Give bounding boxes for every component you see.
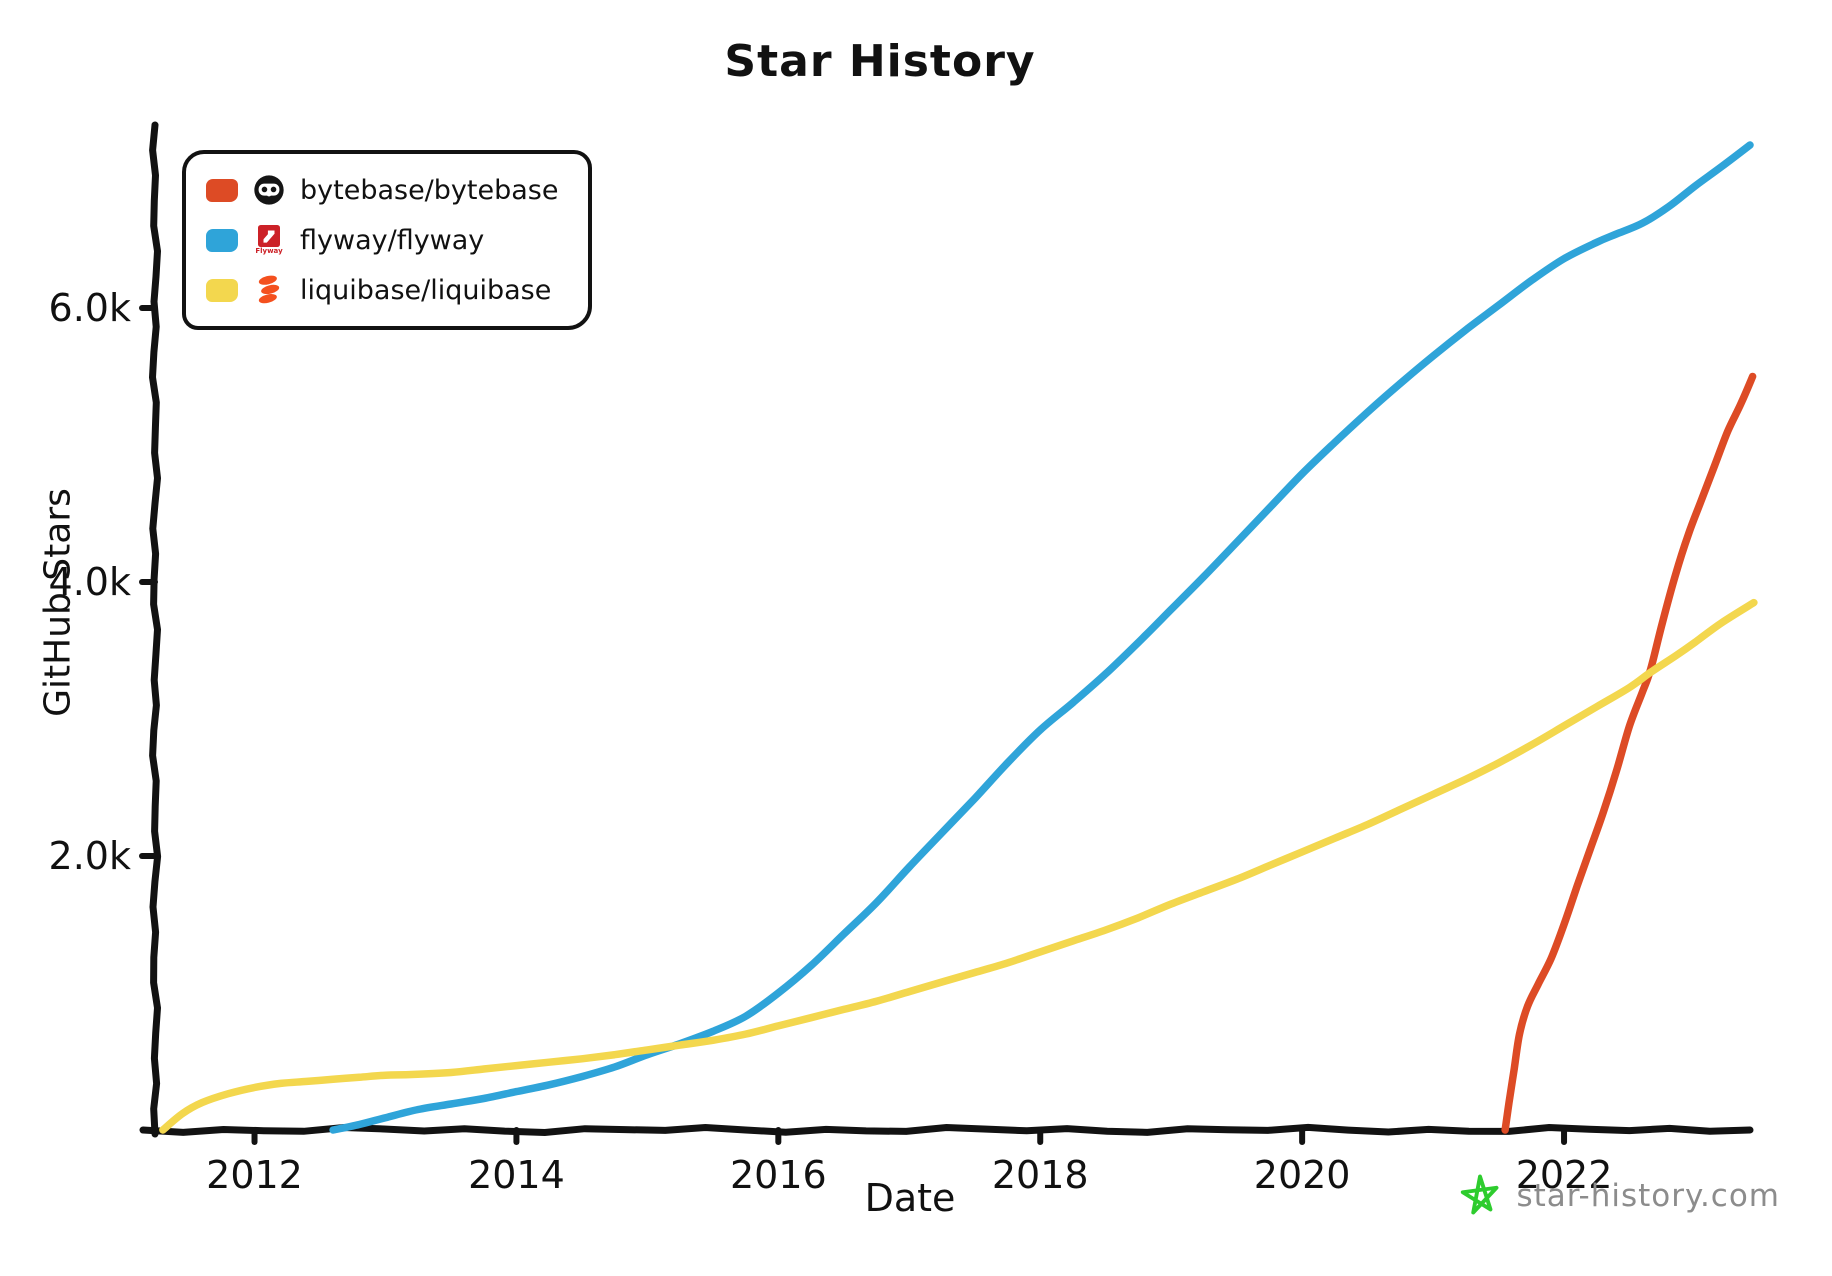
y-axis-title: GitHub Stars: [37, 488, 79, 717]
flyway-logo-icon: Flyway: [252, 220, 286, 260]
legend-label-liquibase: liquibase/liquibase: [300, 274, 552, 306]
series-line-flyway: [329, 141, 1754, 1134]
y-tick-label: 4.0k: [49, 560, 131, 604]
y-axis-line: [148, 121, 162, 1138]
series-line-liquibase: [159, 598, 1758, 1134]
x-tick-label: 2016: [730, 1153, 827, 1197]
legend-item-flyway: Flyway flyway/flyway: [206, 218, 558, 262]
liquibase-color-swatch: [206, 278, 238, 302]
x-tick-label: 2014: [468, 1153, 565, 1197]
legend-item-liquibase: liquibase/liquibase: [206, 268, 558, 312]
watermark[interactable]: star-history.com: [1456, 1172, 1780, 1220]
x-tick-label: 2022: [1516, 1153, 1613, 1197]
legend-label-flyway: flyway/flyway: [300, 224, 485, 256]
liquibase-logo-icon: [252, 270, 286, 310]
star-icon: [1461, 1174, 1499, 1215]
y-tick-label: 6.0k: [49, 286, 131, 330]
legend-label-bytebase: bytebase/bytebase: [300, 174, 559, 206]
chart-title: Star History: [724, 36, 1036, 87]
x-tick-label: 2020: [1254, 1153, 1351, 1197]
legend-box: bytebase/bytebase Flyway flyway/flyway: [182, 150, 593, 330]
y-tick-label: 2.0k: [49, 834, 131, 878]
legend-item-bytebase: bytebase/bytebase: [206, 168, 558, 212]
x-axis-line: [139, 1123, 1754, 1137]
x-axis-title: Date: [864, 1176, 956, 1220]
bytebase-color-swatch: [206, 178, 238, 202]
watermark-text: star-history.com: [1516, 1178, 1780, 1214]
flyway-logo-text: Flyway: [255, 247, 283, 255]
x-tick-label: 2018: [992, 1153, 1089, 1197]
bytebase-logo-icon: [252, 170, 286, 210]
x-tick-label: 2012: [206, 1153, 303, 1197]
flyway-color-swatch: [206, 228, 238, 252]
series-line-bytebase: [1501, 372, 1757, 1134]
